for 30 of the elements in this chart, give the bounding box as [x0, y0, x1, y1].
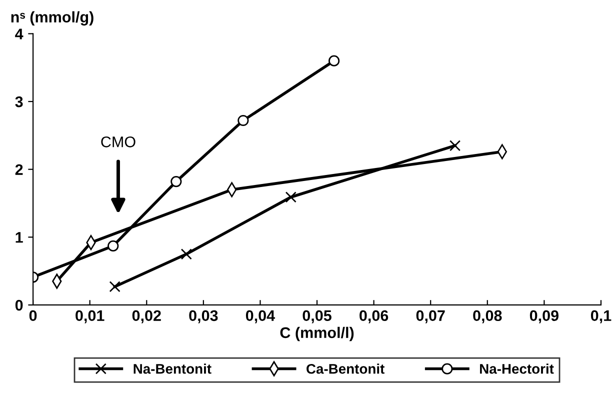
legend-label: Na-Hectorit: [480, 364, 554, 374]
point: [328, 55, 340, 66]
point: [449, 140, 461, 152]
x-tick-label: 0,01: [76, 310, 104, 324]
x-tick-label: 0,03: [189, 310, 218, 324]
point: [238, 114, 249, 126]
x-tick-label: 0,07: [416, 310, 445, 324]
y-tick-label: 0: [15, 300, 23, 311]
y-tick-label: 1: [16, 232, 23, 243]
x-tick-label: 0,09: [530, 310, 558, 324]
point: [170, 176, 182, 188]
y-tick-label: 4: [15, 28, 24, 40]
legend-label: Ca-Bentonit: [306, 364, 385, 374]
y-axis-title: nˢ (mmol/g): [11, 11, 94, 26]
x-tick-label: 0,04: [246, 310, 276, 324]
point: [108, 240, 119, 252]
x-tick-label: 0,05: [302, 310, 332, 324]
x-tick-label: 0: [29, 310, 37, 322]
x-tick-label: 0,1: [590, 310, 612, 324]
annotation: CMO: [101, 136, 136, 148]
x-tick-label: 0,02: [132, 310, 161, 324]
point: [180, 248, 192, 260]
legend-label: Na-Bentonit: [134, 364, 212, 374]
y-tick-label: 2: [15, 164, 23, 175]
x-tick-label: 0,08: [473, 310, 502, 324]
y-tick-label: 3: [15, 96, 23, 108]
point: [285, 192, 296, 203]
x-axis-title: C (mmol/l): [280, 326, 354, 342]
x-tick-label: 0,06: [360, 310, 388, 324]
point: [109, 281, 120, 292]
